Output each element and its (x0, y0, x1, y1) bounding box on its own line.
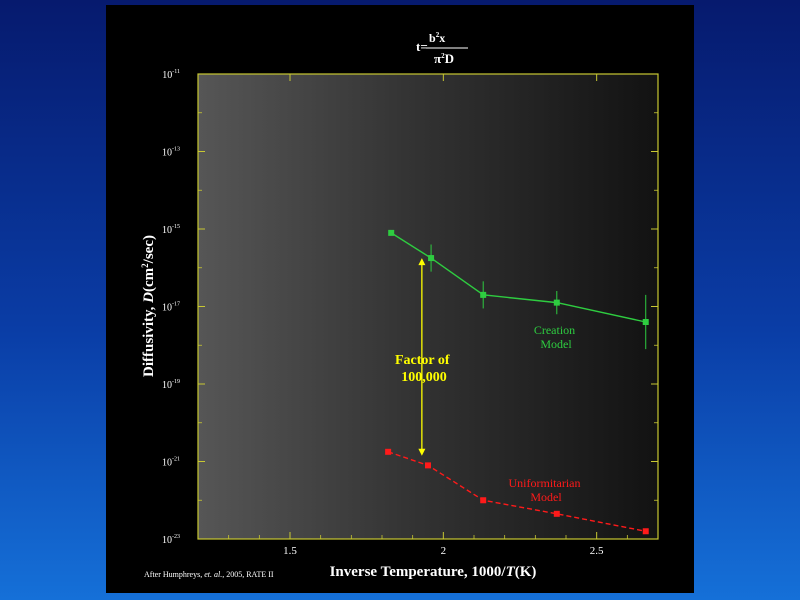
y-axis-title: Diffusivity, D(cm2/sec) (140, 235, 157, 377)
y-tick-label: 10-19 (162, 379, 180, 391)
formula: t= b2x π2D (416, 31, 468, 66)
factor-arrow-head-up (418, 258, 426, 266)
uniformitarian-model-point (480, 497, 487, 504)
creation-model-point (553, 299, 560, 306)
creation-model-label: Creation Model (534, 323, 578, 351)
creation-model-point (480, 291, 487, 298)
citation: After Humphreys, et. al., 2005, RATE II (144, 570, 274, 579)
y-tick-label: 10-17 (162, 302, 180, 314)
creation-model-point (388, 229, 395, 236)
y-tick-label: 10-23 (162, 534, 180, 546)
uniformitarian-model-label: Uniformitarian Model (509, 476, 584, 504)
svg-text:π2D: π2D (434, 51, 454, 66)
axis-ticks: 1.5 2 2.5 10-11 10-13 10-15 10-17 10-19 10-21 10-… (162, 69, 658, 557)
svg-text:b2x: b2x (429, 31, 445, 45)
formula-denominator: π (434, 51, 441, 66)
creation-model-point (428, 255, 435, 262)
plot-area (198, 74, 658, 539)
uniformitarian-model-point (553, 510, 560, 517)
formula-denominator-sup: 2 (441, 52, 445, 60)
formula-numerator-sup: 2 (436, 31, 440, 39)
diffusivity-chart: t= b2x π2D Inverse Temperature, 1000/T(K… (140, 31, 659, 580)
formula-numerator-tail: x (439, 31, 445, 45)
chart-panel: t= b2x π2D Inverse Temperature, 1000/T(K… (106, 5, 694, 593)
uniformitarian-model-point (425, 462, 431, 469)
y-tick-label: 10-15 (162, 224, 180, 236)
x-tick-label: 2 (441, 545, 447, 557)
y-tick-label: 10-11 (162, 69, 180, 81)
uniformitarian-model-point (642, 528, 649, 535)
creation-model-point (642, 319, 649, 325)
x-axis-title: Inverse Temperature, 1000/T(K) (330, 564, 537, 580)
series-marks (385, 229, 649, 535)
x-tick-label: 1.5 (283, 545, 297, 557)
x-tick-label: 2.5 (590, 545, 604, 557)
factor-arrow-head-down (418, 448, 426, 456)
formula-denominator-tail: D (445, 51, 454, 66)
y-tick-label: 10-13 (162, 147, 180, 159)
svg-text:t=: t= (416, 39, 428, 54)
uniformitarian-model-point (385, 448, 392, 455)
y-tick-label: 10-21 (162, 457, 180, 469)
formula-lhs: t= (416, 39, 428, 54)
formula-numerator: b (429, 31, 436, 45)
